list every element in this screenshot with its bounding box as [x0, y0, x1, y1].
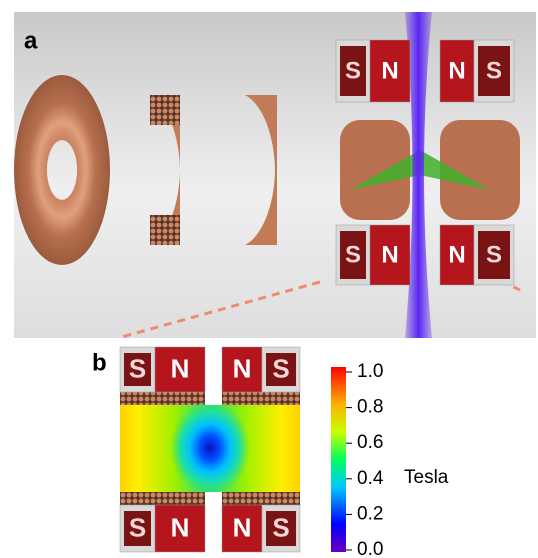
coil-section [222, 492, 300, 505]
coil-section [222, 392, 300, 405]
colorbar-tick-label: 0.6 [357, 432, 383, 453]
coil-section [150, 215, 180, 245]
magnet-letter: S [345, 57, 361, 84]
colorbar-tick-label: 0.0 [357, 539, 383, 558]
magnet-letter: S [272, 353, 289, 383]
magnet-letter: N [171, 353, 190, 383]
magnet-letter: N [448, 241, 465, 268]
figure: a b Tesla SNNSSNNSSNNSSNNS0.00.20.40.60.… [0, 0, 538, 558]
coil [14, 75, 110, 265]
colorbar-tick-label: 0.2 [357, 503, 383, 524]
magnet-letter: N [381, 241, 398, 268]
magnet-letter: S [129, 512, 146, 542]
magnet-letter: S [129, 353, 146, 383]
colorbar-tick-label: 0.8 [357, 397, 383, 418]
panel-label: b [92, 349, 107, 376]
panel-label: a [24, 27, 38, 54]
magnet-letter: S [272, 512, 289, 542]
magnet-letter: N [233, 353, 252, 383]
colorbar-label: Tesla [404, 467, 449, 488]
gap [205, 492, 222, 552]
coil-section [120, 392, 205, 405]
field-core [170, 400, 250, 496]
coil-section [150, 95, 180, 125]
colorbar-tick-label: 1.0 [357, 361, 383, 382]
coil-section [120, 492, 205, 505]
magnet-letter: N [233, 512, 252, 542]
colorbar [331, 367, 346, 552]
magnet-letter: S [486, 241, 502, 268]
gap [205, 345, 222, 405]
colorbar-tick-label: 0.4 [357, 468, 384, 489]
magnet-letter: S [345, 241, 361, 268]
magnet-letter: N [448, 57, 465, 84]
magnet-letter: S [486, 57, 502, 84]
magnet-letter: N [171, 512, 190, 542]
magnet-letter: N [381, 57, 398, 84]
